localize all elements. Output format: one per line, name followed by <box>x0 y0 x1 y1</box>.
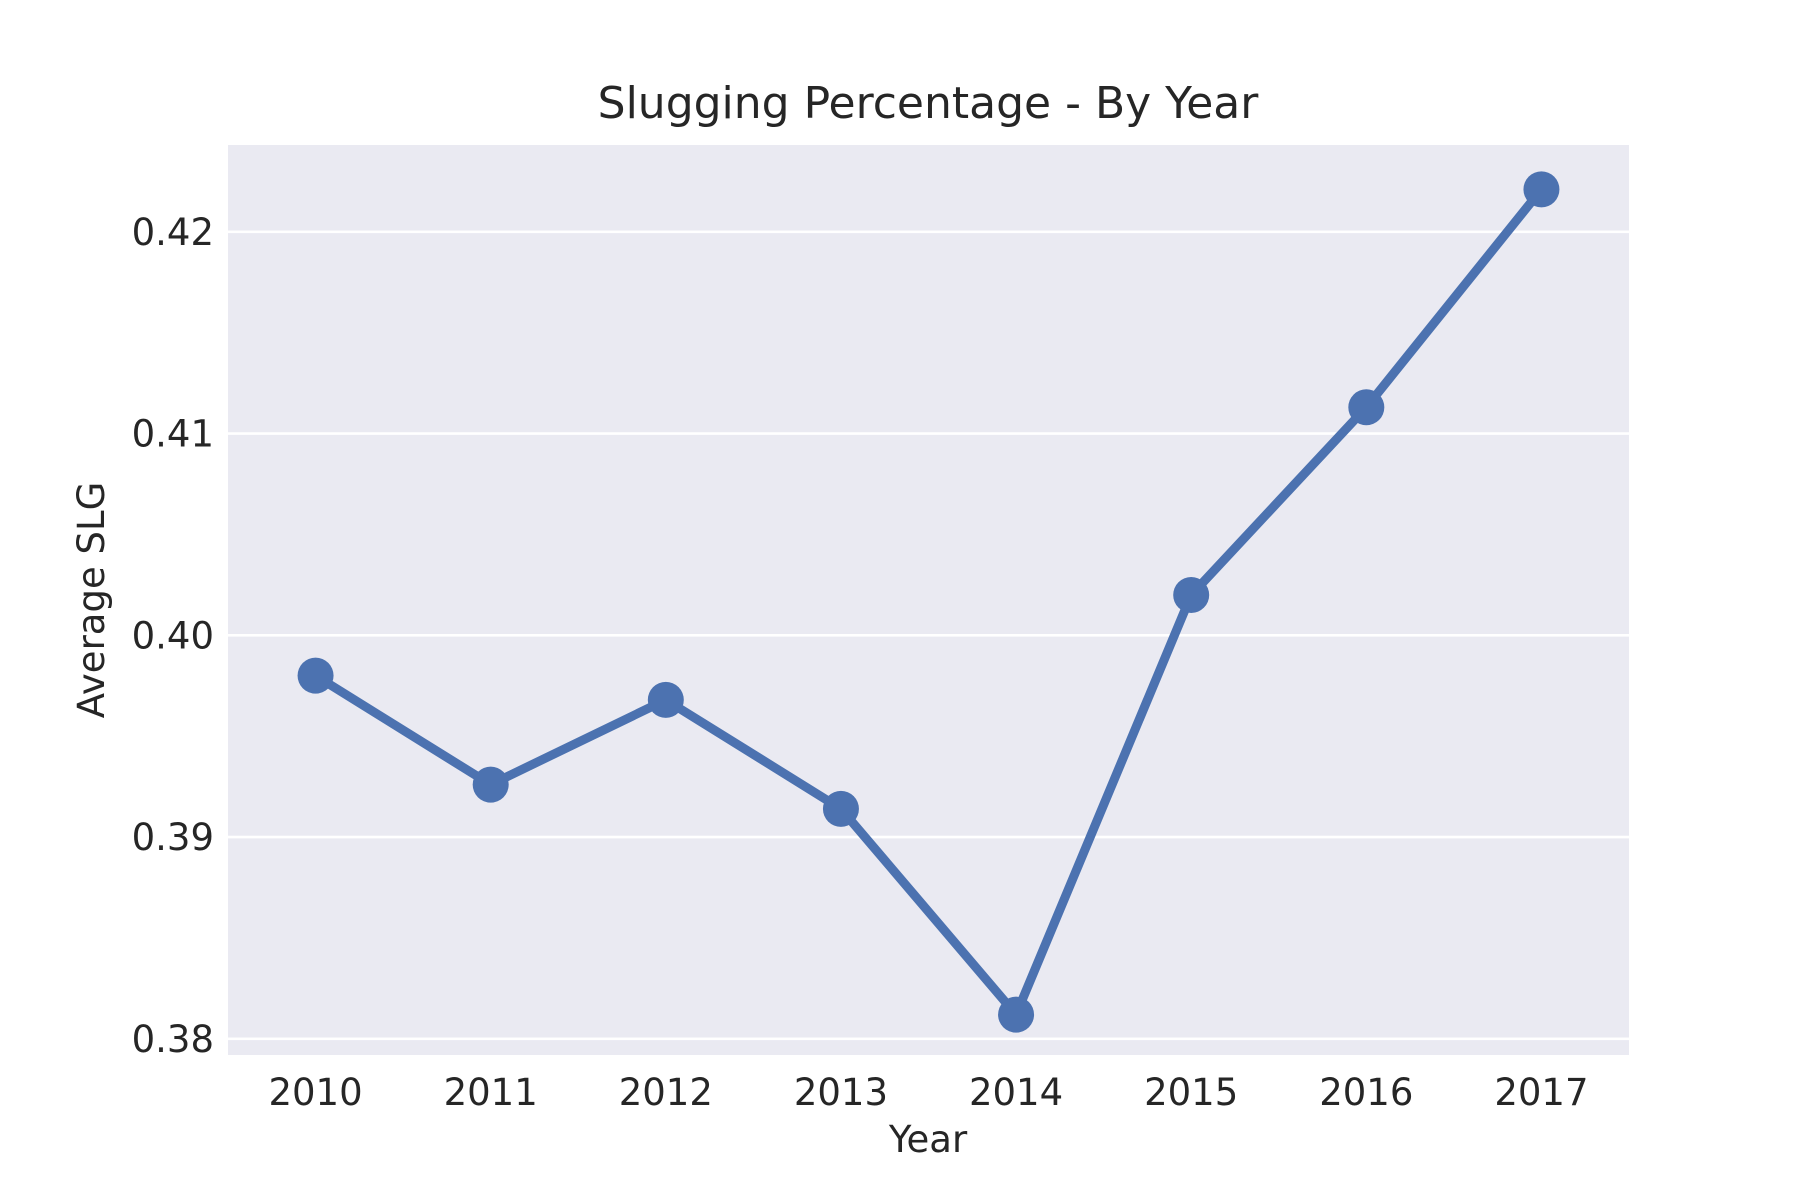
y-tick-label: 0.41 <box>132 413 214 456</box>
y-tick-label: 0.40 <box>132 614 214 657</box>
data-point <box>297 657 334 694</box>
y-tick-label: 0.42 <box>132 211 214 254</box>
x-tick-label: 2012 <box>619 1071 713 1114</box>
data-point <box>1173 576 1210 613</box>
y-tick-label: 0.38 <box>132 1018 214 1061</box>
x-axis-label: Year <box>888 1118 968 1161</box>
y-tick-label: 0.39 <box>132 816 214 859</box>
x-tick-label: 2011 <box>444 1071 538 1114</box>
chart-title: Slugging Percentage - By Year <box>598 78 1260 129</box>
data-point <box>1523 171 1560 208</box>
x-tick-label: 2017 <box>1494 1071 1588 1114</box>
x-tick-label: 2015 <box>1144 1071 1238 1114</box>
series-line <box>311 184 1546 1020</box>
x-tick-label: 2010 <box>268 1071 362 1114</box>
y-axis-label: Average SLG <box>70 482 113 718</box>
data-point <box>647 681 684 718</box>
x-tick-label: 2014 <box>969 1071 1063 1114</box>
data-points <box>297 171 1560 1033</box>
x-tick-label: 2016 <box>1319 1071 1413 1114</box>
y-tick-labels: 0.38 0.39 0.40 0.41 0.42 <box>132 211 214 1061</box>
data-point <box>472 766 509 803</box>
data-point <box>998 996 1035 1033</box>
plot-background <box>228 145 1629 1055</box>
data-point <box>1348 389 1385 426</box>
grid-lines <box>228 230 1629 1041</box>
x-tick-labels: 2010 2011 2012 2013 2014 2015 2016 2017 <box>268 1071 1588 1114</box>
data-point <box>822 790 859 827</box>
x-tick-label: 2013 <box>794 1071 888 1114</box>
